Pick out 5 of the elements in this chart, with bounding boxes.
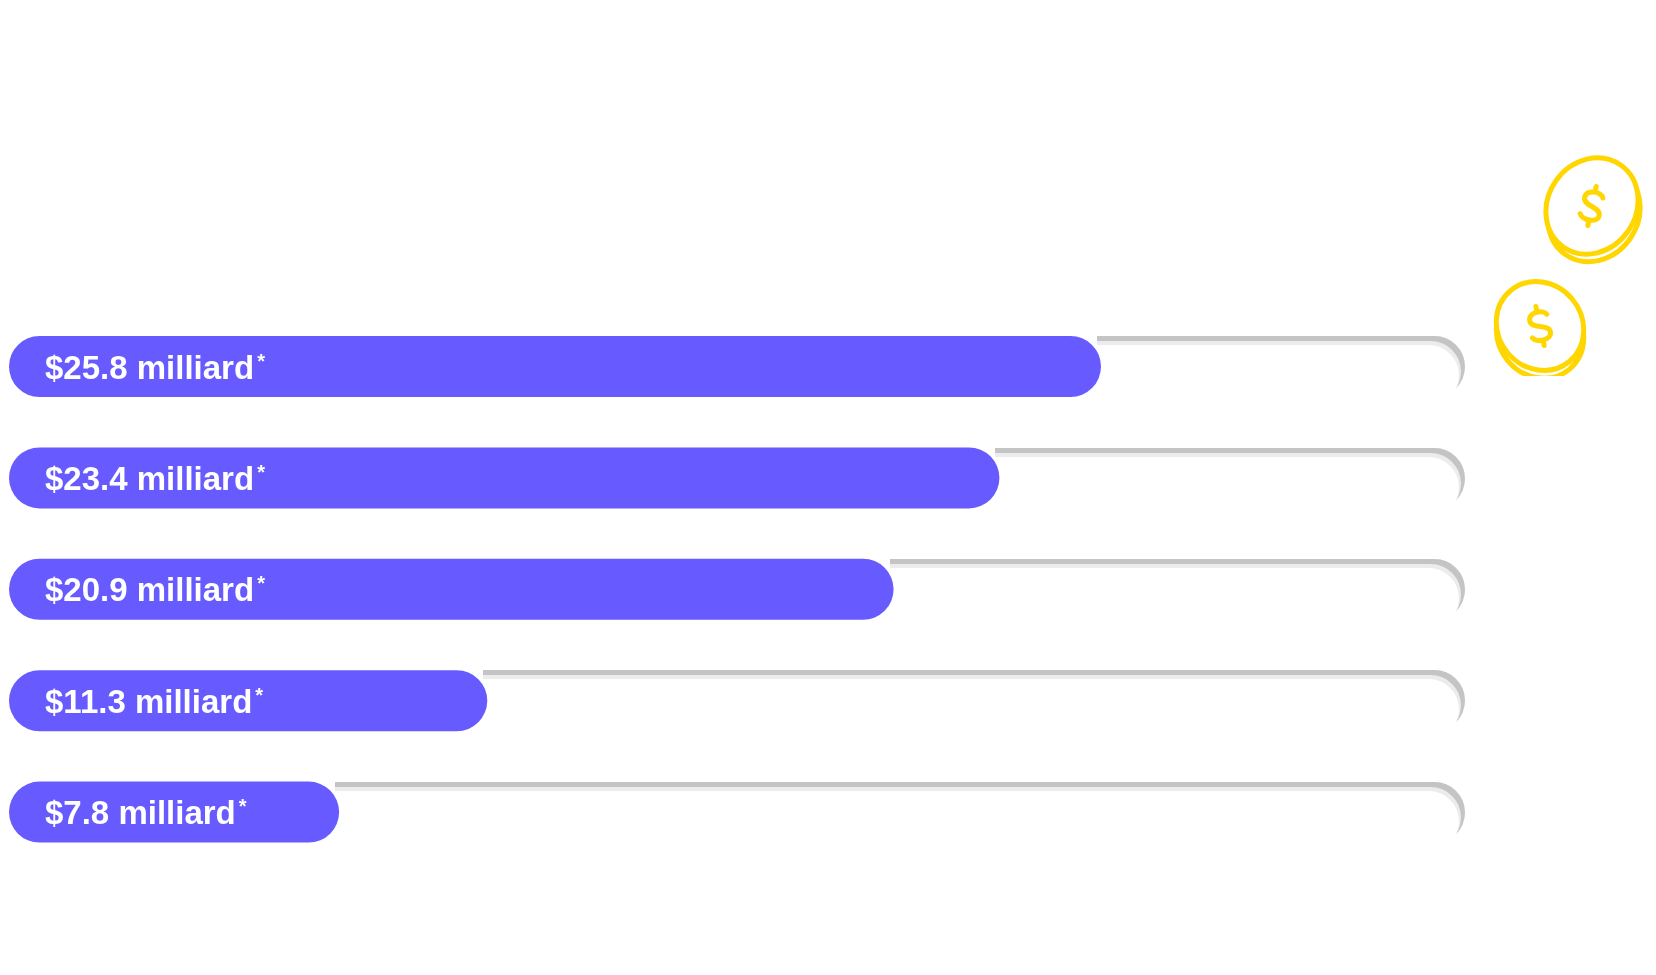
data-label: $20.9 milliard$^{*}$ (45, 571, 266, 609)
data-label: $11.3 milliard$^{*}$ (45, 682, 264, 720)
data-label: $25.8 milliard$^{*}$ (45, 348, 266, 386)
data-label: $23.4 milliard$^{*}$ (45, 459, 266, 497)
data-label: $7.8 milliard$^{*}$ (45, 794, 247, 832)
